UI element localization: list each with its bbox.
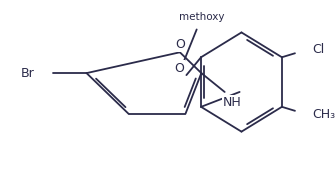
Text: O: O [174, 62, 184, 75]
Text: O: O [175, 38, 185, 51]
Text: NH: NH [223, 96, 242, 109]
Text: Cl: Cl [312, 43, 324, 56]
Text: CH₃: CH₃ [312, 108, 335, 121]
Text: methoxy: methoxy [179, 11, 224, 22]
Text: Br: Br [20, 67, 34, 80]
